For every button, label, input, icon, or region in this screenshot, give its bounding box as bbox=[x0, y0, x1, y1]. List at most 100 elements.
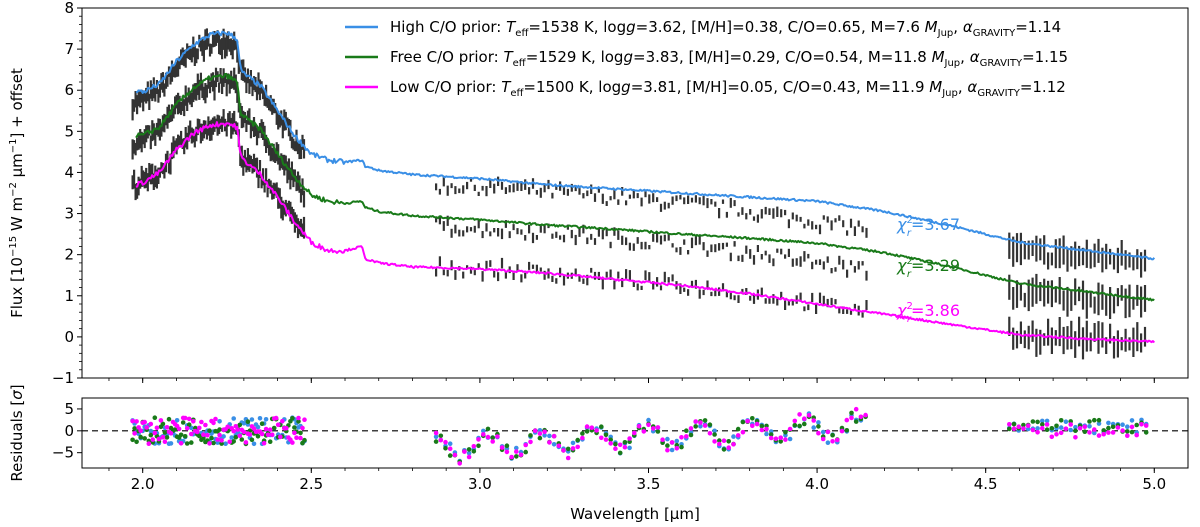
residual-point bbox=[641, 429, 647, 434]
residual-point bbox=[1073, 428, 1078, 434]
y-tick-label: 5 bbox=[64, 122, 74, 140]
residual-point bbox=[1016, 424, 1021, 430]
residual-point bbox=[735, 426, 741, 432]
residual-point bbox=[219, 441, 224, 446]
residual-point bbox=[1139, 422, 1144, 427]
residual-point bbox=[580, 431, 585, 436]
residual-point bbox=[207, 441, 212, 446]
residual-point bbox=[1110, 424, 1116, 430]
spectrum-plot-area bbox=[131, 28, 1156, 360]
residual-point bbox=[509, 454, 514, 460]
residual-point bbox=[565, 446, 571, 452]
residual-point bbox=[191, 419, 196, 424]
residual-point bbox=[249, 417, 255, 422]
residual-point bbox=[627, 436, 632, 441]
residual-point bbox=[608, 441, 613, 446]
residual-point bbox=[154, 425, 160, 431]
residual-point bbox=[1040, 422, 1045, 427]
residual-point bbox=[211, 420, 216, 426]
residual-point bbox=[655, 425, 661, 430]
residual-point bbox=[284, 425, 289, 431]
residuals-plot-area bbox=[82, 406, 1188, 466]
residual-point bbox=[148, 432, 154, 438]
residual-point bbox=[1073, 435, 1078, 440]
residual-point bbox=[603, 437, 609, 442]
residual-point bbox=[490, 439, 496, 444]
residual-point bbox=[844, 417, 850, 423]
residual-point bbox=[241, 421, 247, 426]
residual-point bbox=[1073, 424, 1078, 430]
residuals-y-axis-label: Residuals [σ] bbox=[8, 384, 26, 481]
residual-point bbox=[495, 434, 500, 439]
residual-point bbox=[820, 436, 826, 442]
residual-point bbox=[787, 426, 793, 432]
residual-point bbox=[1044, 427, 1050, 433]
residual-point bbox=[830, 432, 835, 438]
residual-point bbox=[433, 439, 439, 444]
residual-point bbox=[547, 433, 552, 439]
residual-point bbox=[707, 422, 713, 428]
residual-point bbox=[1021, 422, 1026, 428]
residual-point bbox=[466, 447, 472, 452]
residual-point bbox=[778, 439, 783, 444]
residual-point bbox=[245, 419, 251, 425]
residual-point bbox=[207, 428, 212, 434]
residuals-y-ticks: −5 0 5 bbox=[52, 400, 82, 462]
residual-point bbox=[156, 436, 162, 442]
legend: High C/O prior: Teff=1538 K, logg=3.62, … bbox=[345, 18, 1068, 99]
residual-point bbox=[717, 441, 722, 447]
x-tick-label: 2.5 bbox=[299, 475, 323, 493]
residual-point bbox=[138, 434, 143, 440]
residual-point bbox=[298, 435, 303, 441]
residual-point bbox=[712, 428, 717, 434]
residual-point bbox=[476, 437, 481, 442]
residual-point bbox=[148, 421, 154, 427]
residual-point bbox=[273, 415, 279, 421]
residual-point bbox=[1054, 432, 1059, 437]
residual-point bbox=[462, 449, 467, 454]
residual-point bbox=[255, 434, 261, 439]
residual-point bbox=[184, 426, 190, 431]
residual-point bbox=[622, 444, 628, 450]
residual-point bbox=[1096, 421, 1102, 426]
residual-point bbox=[1011, 426, 1017, 432]
residual-points-low-c-o-prior bbox=[130, 406, 1149, 466]
residual-point bbox=[820, 429, 826, 435]
residual-point bbox=[251, 441, 257, 447]
residual-point bbox=[172, 427, 178, 432]
residual-point bbox=[721, 438, 727, 444]
residual-point bbox=[1120, 428, 1125, 433]
residual-point bbox=[186, 422, 192, 428]
residual-point bbox=[231, 416, 236, 421]
residual-point bbox=[292, 425, 297, 430]
residual-point bbox=[627, 445, 632, 451]
residual-point bbox=[849, 410, 854, 416]
residual-point bbox=[740, 419, 746, 425]
residual-point bbox=[773, 436, 779, 442]
residual-point bbox=[290, 416, 295, 421]
residual-point bbox=[750, 416, 755, 421]
legend-label-low-co: Low C/O prior: Teff=1500 K, logg=3.81, [… bbox=[390, 78, 1066, 99]
residual-point bbox=[514, 445, 519, 451]
residual-point bbox=[622, 440, 628, 445]
chi2-label-low-co: χ2 r=3.86 bbox=[896, 301, 960, 325]
residual-point bbox=[1134, 432, 1139, 438]
residual-point bbox=[518, 452, 524, 458]
residual-point bbox=[565, 455, 571, 461]
residual-point bbox=[452, 452, 458, 458]
residual-point bbox=[712, 432, 717, 437]
residual-point bbox=[792, 422, 798, 428]
residual-point bbox=[698, 424, 703, 429]
residual-point bbox=[1129, 418, 1135, 423]
residual-point bbox=[205, 432, 210, 438]
residual-point bbox=[134, 439, 139, 445]
residual-point bbox=[302, 437, 307, 443]
residual-point bbox=[797, 412, 802, 417]
residual-point bbox=[816, 420, 821, 425]
residual-point bbox=[523, 449, 528, 455]
residual-point bbox=[570, 446, 576, 451]
residual-point bbox=[1035, 419, 1040, 425]
residual-point bbox=[241, 429, 247, 435]
residual-point bbox=[443, 439, 448, 445]
residual-point bbox=[556, 443, 562, 449]
